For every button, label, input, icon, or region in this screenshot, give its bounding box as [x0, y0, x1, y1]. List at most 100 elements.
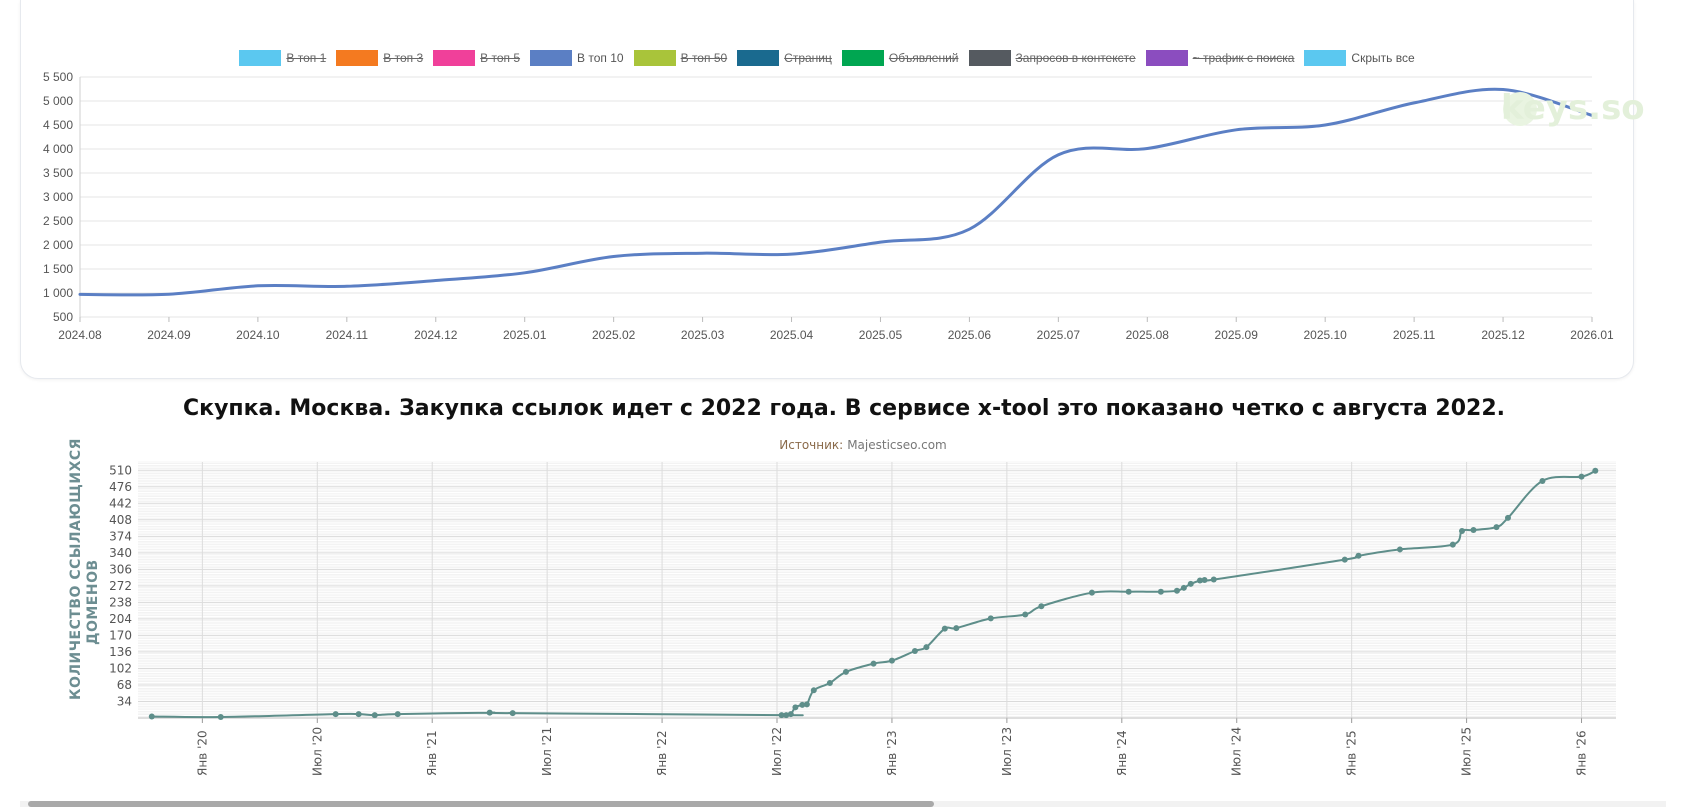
- x-tick-label: Июл '25: [1460, 727, 1474, 776]
- data-point: [1125, 588, 1132, 595]
- y-tick-label: 272: [109, 579, 132, 593]
- legend-label: Страниц: [784, 51, 832, 65]
- y-tick-label: 4 000: [43, 142, 73, 156]
- data-point: [1470, 527, 1477, 534]
- legend-item[interactable]: В топ 10: [530, 50, 624, 66]
- data-point: [923, 644, 930, 651]
- data-point: [1493, 524, 1500, 531]
- data-point: [509, 710, 516, 717]
- x-tick-label: Июл '21: [540, 727, 554, 776]
- legend-label: ~ трафик с поиска: [1192, 51, 1295, 65]
- x-tick-label: 2025.08: [1126, 328, 1170, 342]
- data-point: [1458, 527, 1465, 534]
- watermark: keys.so: [1501, 88, 1645, 128]
- y-tick-label: 3 500: [43, 166, 73, 180]
- x-tick-label: 2025.05: [859, 328, 903, 342]
- y-tick-label: 136: [109, 645, 132, 659]
- x-tick-label: 2025.09: [1215, 328, 1259, 342]
- y-tick-label: 2 000: [43, 238, 73, 252]
- data-point: [1173, 587, 1180, 594]
- data-point: [394, 711, 401, 718]
- x-tick-label: Июл '23: [1000, 727, 1014, 776]
- data-point: [1187, 580, 1194, 587]
- x-tick-label: Янв '26: [1575, 730, 1589, 776]
- legend-item[interactable]: В топ 5: [433, 50, 520, 66]
- data-point: [217, 714, 224, 721]
- x-tick-label: 2024.12: [414, 328, 458, 342]
- legend-label: В топ 50: [680, 51, 728, 65]
- y-tick-label: 340: [109, 546, 132, 560]
- x-tick-label: 2025.02: [592, 328, 636, 342]
- chart-legend: В топ 1 В топ 3 В топ 5 В топ 10 В топ 50 Стр…: [21, 50, 1633, 69]
- y-tick-label: 68: [117, 678, 132, 692]
- legend-label: В топ 3: [383, 51, 424, 65]
- data-point: [1592, 467, 1599, 474]
- legend-label: В топ 5: [480, 51, 521, 65]
- y-tick-label: 1 000: [43, 286, 73, 300]
- legend-label: В топ 1: [286, 51, 327, 65]
- y-tick-label: 500: [53, 310, 73, 324]
- x-tick-label: 2026.01: [1570, 328, 1614, 342]
- y-axis-title-line1: КОЛИЧЕСТВО ССЫЛАЮЩИХСЯ: [68, 438, 84, 700]
- data-point: [1180, 584, 1187, 591]
- data-point: [778, 712, 785, 719]
- source-caption: Источник: Majesticseo.com: [779, 438, 946, 452]
- data-point: [1449, 541, 1456, 548]
- data-point: [371, 712, 378, 719]
- y-tick-label: 1 500: [43, 262, 73, 276]
- data-point: [332, 711, 339, 718]
- y-tick-label: 238: [109, 595, 132, 609]
- top-line-chart: 500 1 000 1 500 2 000 2 500 3 000 3 500 4 000 4 …: [43, 70, 1614, 342]
- y-axis-title-line2: ДОМЕНОВ: [85, 559, 101, 645]
- y-tick-label: 5 500: [43, 70, 73, 84]
- x-tick-label: 2025.01: [503, 328, 547, 342]
- legend-swatch: [433, 50, 476, 66]
- x-tick-label: Июл '22: [770, 727, 784, 776]
- data-point: [941, 625, 948, 632]
- x-tick-label: Июл '20: [310, 727, 324, 776]
- data-point: [799, 701, 806, 708]
- data-point: [792, 704, 799, 711]
- legend-item[interactable]: Объявлений: [841, 50, 959, 66]
- data-point: [953, 625, 960, 632]
- data-point: [888, 657, 895, 664]
- legend-swatch: [530, 50, 573, 66]
- x-tick-label: Янв '20: [195, 730, 209, 776]
- x-tick-label: 2025.07: [1037, 328, 1081, 342]
- x-tick-label: Июл '24: [1230, 727, 1244, 776]
- y-tick-label: 2 500: [43, 214, 73, 228]
- legend-label: В топ 10: [577, 51, 624, 65]
- legend-swatch: [633, 50, 676, 66]
- data-point: [1196, 577, 1203, 584]
- y-tick-label: 204: [109, 612, 132, 626]
- x-tick-label: Янв '24: [1115, 730, 1129, 776]
- y-tick-label: 4 500: [43, 118, 73, 132]
- data-point: [1355, 552, 1362, 559]
- x-tick-label: 2024.09: [147, 328, 191, 342]
- legend-item[interactable]: В топ 3: [336, 50, 423, 66]
- bottom-line-chart: 34 68 102 136 170 204 238 272 306 340 374 408 442 476…: [68, 438, 1616, 776]
- x-tick-label: 2024.10: [236, 328, 280, 342]
- x-tick-label: 2025.06: [948, 328, 992, 342]
- x-tick-label: 2024.11: [326, 328, 369, 342]
- legend-label: Объявлений: [888, 51, 959, 65]
- data-point: [842, 668, 849, 675]
- x-tick-label: 2025.04: [770, 328, 814, 342]
- y-tick-label: 510: [109, 463, 132, 477]
- data-point: [355, 711, 362, 718]
- data-point: [870, 660, 877, 667]
- legend-item[interactable]: В топ 1: [239, 50, 326, 66]
- y-tick-label: 5 000: [43, 94, 73, 108]
- legend-item[interactable]: Запросов в контексте: [968, 50, 1136, 66]
- scrollbar-thumb[interactable]: [28, 801, 934, 807]
- legend-item[interactable]: В топ 50: [633, 50, 728, 66]
- data-point: [787, 711, 794, 718]
- x-tick-label: Янв '25: [1345, 730, 1359, 776]
- legend-label: Запросов в контексте: [1015, 51, 1136, 65]
- data-point: [1341, 556, 1348, 563]
- data-point: [1539, 477, 1546, 484]
- legend-item[interactable]: Страниц: [737, 50, 832, 66]
- legend-item[interactable]: Скрыть все: [1304, 50, 1415, 66]
- legend-item[interactable]: ~ трафик с поиска: [1145, 50, 1295, 66]
- y-tick-label: 170: [109, 628, 132, 642]
